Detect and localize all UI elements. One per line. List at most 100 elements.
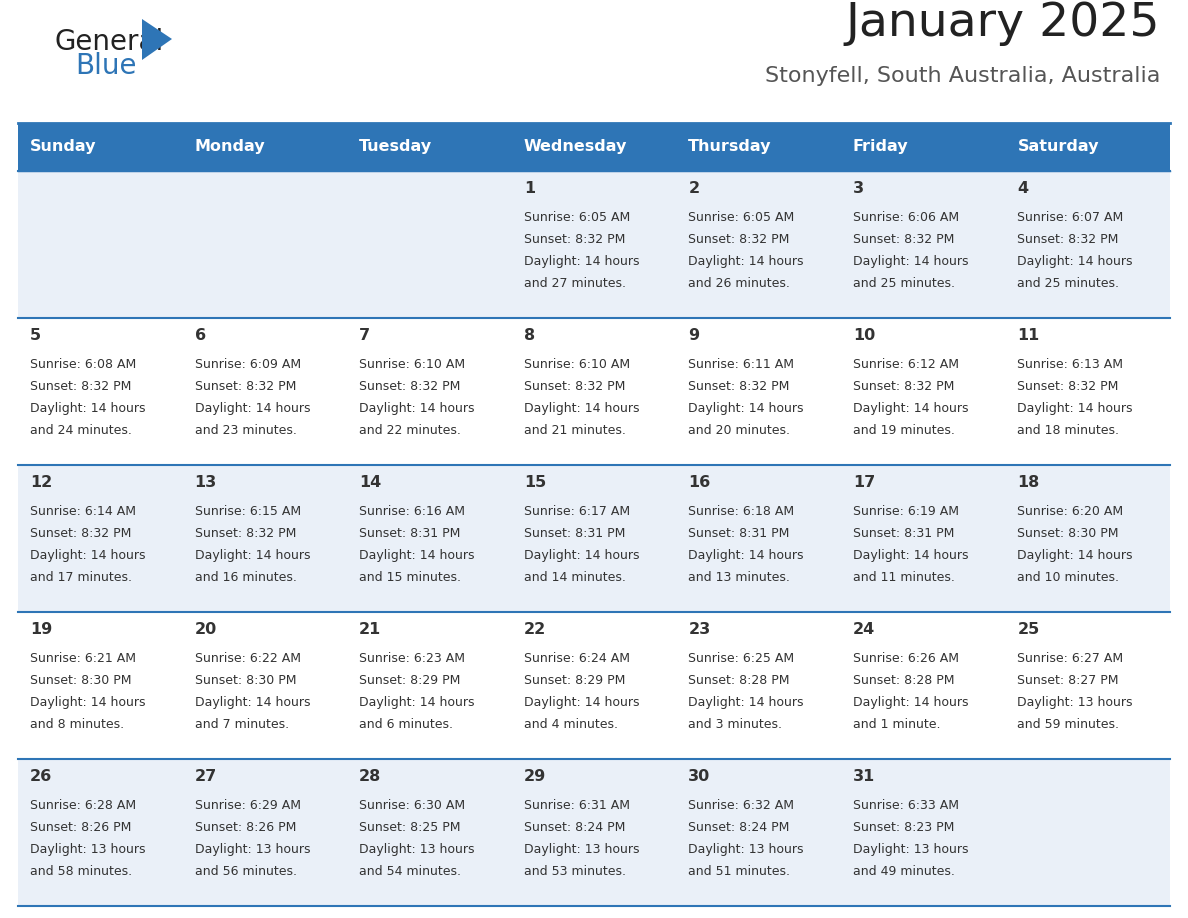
- Text: Sunrise: 6:17 AM: Sunrise: 6:17 AM: [524, 505, 630, 518]
- Text: and 1 minute.: and 1 minute.: [853, 718, 941, 731]
- Text: Sunset: 8:32 PM: Sunset: 8:32 PM: [688, 233, 790, 246]
- Text: and 49 minutes.: and 49 minutes.: [853, 865, 955, 878]
- Text: Sunset: 8:28 PM: Sunset: 8:28 PM: [853, 674, 954, 687]
- Text: 29: 29: [524, 769, 546, 784]
- Text: Sunrise: 6:26 AM: Sunrise: 6:26 AM: [853, 652, 959, 665]
- Text: Daylight: 14 hours: Daylight: 14 hours: [195, 696, 310, 709]
- Text: Daylight: 14 hours: Daylight: 14 hours: [688, 549, 804, 562]
- Text: Sunset: 8:23 PM: Sunset: 8:23 PM: [853, 821, 954, 834]
- Text: Sunset: 8:32 PM: Sunset: 8:32 PM: [524, 380, 625, 393]
- Text: Sunset: 8:30 PM: Sunset: 8:30 PM: [30, 674, 132, 687]
- Text: Sunset: 8:31 PM: Sunset: 8:31 PM: [524, 527, 625, 540]
- Text: Daylight: 14 hours: Daylight: 14 hours: [853, 255, 968, 268]
- Text: Daylight: 14 hours: Daylight: 14 hours: [688, 402, 804, 415]
- Text: Wednesday: Wednesday: [524, 140, 627, 154]
- Text: Sunset: 8:32 PM: Sunset: 8:32 PM: [1017, 233, 1119, 246]
- Text: Thursday: Thursday: [688, 140, 772, 154]
- Text: Friday: Friday: [853, 140, 909, 154]
- Text: and 25 minutes.: and 25 minutes.: [853, 277, 955, 290]
- Text: Sunrise: 6:12 AM: Sunrise: 6:12 AM: [853, 358, 959, 371]
- Text: and 4 minutes.: and 4 minutes.: [524, 718, 618, 731]
- Bar: [18, 759, 1170, 906]
- Text: Sunset: 8:32 PM: Sunset: 8:32 PM: [853, 233, 954, 246]
- Text: and 53 minutes.: and 53 minutes.: [524, 865, 626, 878]
- Bar: [18, 318, 1170, 465]
- Text: and 21 minutes.: and 21 minutes.: [524, 424, 626, 437]
- Text: and 18 minutes.: and 18 minutes.: [1017, 424, 1119, 437]
- Text: Sunset: 8:32 PM: Sunset: 8:32 PM: [359, 380, 461, 393]
- Text: and 54 minutes.: and 54 minutes.: [359, 865, 461, 878]
- Text: Sunrise: 6:20 AM: Sunrise: 6:20 AM: [1017, 505, 1124, 518]
- Text: 1: 1: [524, 181, 535, 196]
- Text: Daylight: 13 hours: Daylight: 13 hours: [359, 843, 475, 856]
- Text: Sunset: 8:27 PM: Sunset: 8:27 PM: [1017, 674, 1119, 687]
- Polygon shape: [143, 19, 172, 60]
- Text: 15: 15: [524, 475, 546, 490]
- Text: and 15 minutes.: and 15 minutes.: [359, 571, 461, 584]
- Bar: [676, 123, 841, 171]
- Text: Sunrise: 6:08 AM: Sunrise: 6:08 AM: [30, 358, 137, 371]
- Bar: [18, 465, 1170, 612]
- Text: 2: 2: [688, 181, 700, 196]
- Bar: [1005, 123, 1170, 171]
- Text: and 17 minutes.: and 17 minutes.: [30, 571, 132, 584]
- Text: Daylight: 14 hours: Daylight: 14 hours: [359, 696, 475, 709]
- Text: Daylight: 14 hours: Daylight: 14 hours: [853, 696, 968, 709]
- Text: Sunrise: 6:23 AM: Sunrise: 6:23 AM: [359, 652, 466, 665]
- Text: Sunrise: 6:10 AM: Sunrise: 6:10 AM: [359, 358, 466, 371]
- Text: and 13 minutes.: and 13 minutes.: [688, 571, 790, 584]
- Text: Sunrise: 6:29 AM: Sunrise: 6:29 AM: [195, 799, 301, 812]
- Text: Daylight: 13 hours: Daylight: 13 hours: [853, 843, 968, 856]
- Text: Sunset: 8:32 PM: Sunset: 8:32 PM: [195, 380, 296, 393]
- Text: Daylight: 14 hours: Daylight: 14 hours: [30, 549, 145, 562]
- Text: 10: 10: [853, 328, 876, 343]
- Text: Sunrise: 6:21 AM: Sunrise: 6:21 AM: [30, 652, 135, 665]
- Text: Daylight: 13 hours: Daylight: 13 hours: [524, 843, 639, 856]
- Text: 18: 18: [1017, 475, 1040, 490]
- Text: and 25 minutes.: and 25 minutes.: [1017, 277, 1119, 290]
- Text: Daylight: 14 hours: Daylight: 14 hours: [853, 402, 968, 415]
- Text: Daylight: 14 hours: Daylight: 14 hours: [359, 402, 475, 415]
- Text: Sunrise: 6:24 AM: Sunrise: 6:24 AM: [524, 652, 630, 665]
- Text: 31: 31: [853, 769, 876, 784]
- Text: and 51 minutes.: and 51 minutes.: [688, 865, 790, 878]
- Text: 5: 5: [30, 328, 42, 343]
- Text: 23: 23: [688, 622, 710, 637]
- Text: Sunset: 8:32 PM: Sunset: 8:32 PM: [853, 380, 954, 393]
- Text: Sunrise: 6:32 AM: Sunrise: 6:32 AM: [688, 799, 795, 812]
- Text: Sunset: 8:29 PM: Sunset: 8:29 PM: [524, 674, 625, 687]
- Text: Sunrise: 6:28 AM: Sunrise: 6:28 AM: [30, 799, 137, 812]
- Text: Daylight: 14 hours: Daylight: 14 hours: [30, 402, 145, 415]
- Text: Sunset: 8:32 PM: Sunset: 8:32 PM: [195, 527, 296, 540]
- Text: Stonyfell, South Australia, Australia: Stonyfell, South Australia, Australia: [765, 66, 1159, 86]
- Bar: [841, 123, 1005, 171]
- Text: Daylight: 13 hours: Daylight: 13 hours: [1017, 696, 1133, 709]
- Text: and 22 minutes.: and 22 minutes.: [359, 424, 461, 437]
- Text: Sunrise: 6:15 AM: Sunrise: 6:15 AM: [195, 505, 301, 518]
- Text: Sunrise: 6:05 AM: Sunrise: 6:05 AM: [688, 211, 795, 224]
- Text: and 23 minutes.: and 23 minutes.: [195, 424, 297, 437]
- Text: Sunset: 8:24 PM: Sunset: 8:24 PM: [524, 821, 625, 834]
- Text: and 6 minutes.: and 6 minutes.: [359, 718, 453, 731]
- Text: and 8 minutes.: and 8 minutes.: [30, 718, 124, 731]
- Text: Sunset: 8:30 PM: Sunset: 8:30 PM: [1017, 527, 1119, 540]
- Text: Sunrise: 6:07 AM: Sunrise: 6:07 AM: [1017, 211, 1124, 224]
- Text: Daylight: 14 hours: Daylight: 14 hours: [524, 255, 639, 268]
- Bar: [18, 171, 1170, 318]
- Text: Sunrise: 6:10 AM: Sunrise: 6:10 AM: [524, 358, 630, 371]
- Text: Daylight: 14 hours: Daylight: 14 hours: [1017, 549, 1133, 562]
- Text: Sunset: 8:32 PM: Sunset: 8:32 PM: [1017, 380, 1119, 393]
- Text: January 2025: January 2025: [846, 1, 1159, 46]
- Text: Daylight: 14 hours: Daylight: 14 hours: [1017, 255, 1133, 268]
- Text: 14: 14: [359, 475, 381, 490]
- Text: and 56 minutes.: and 56 minutes.: [195, 865, 297, 878]
- Text: 6: 6: [195, 328, 206, 343]
- Text: Sunset: 8:26 PM: Sunset: 8:26 PM: [30, 821, 132, 834]
- Text: Daylight: 14 hours: Daylight: 14 hours: [524, 549, 639, 562]
- Text: 17: 17: [853, 475, 876, 490]
- Bar: [347, 123, 512, 171]
- Text: Sunrise: 6:13 AM: Sunrise: 6:13 AM: [1017, 358, 1124, 371]
- Text: and 20 minutes.: and 20 minutes.: [688, 424, 790, 437]
- Text: 11: 11: [1017, 328, 1040, 343]
- Text: 21: 21: [359, 622, 381, 637]
